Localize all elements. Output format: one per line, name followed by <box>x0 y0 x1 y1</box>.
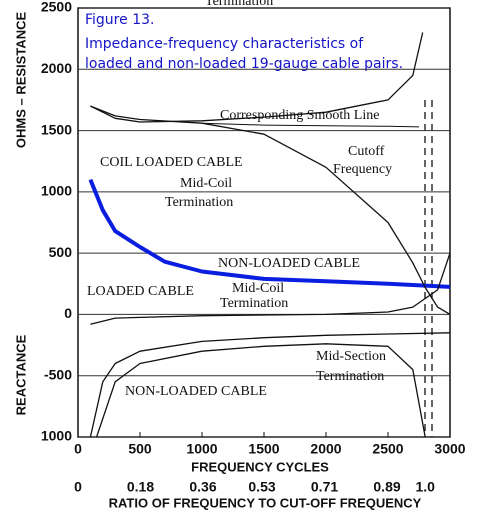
cutoff-line <box>424 100 433 437</box>
annotation: Frequency <box>333 162 392 177</box>
series-line <box>201 122 420 128</box>
curves <box>88 32 450 437</box>
series-line <box>88 178 450 289</box>
annotation: Mid-Coil <box>180 176 232 191</box>
series-line <box>90 252 450 325</box>
series-label: LOADED CABLE <box>87 284 194 299</box>
y-tick-label: -500 <box>44 366 72 382</box>
annotation: Termination <box>205 0 273 9</box>
x-tick-label: 0 <box>74 441 82 457</box>
annotation: Termination <box>165 195 233 210</box>
annotation: Termination <box>220 296 288 311</box>
y-tick-label: 500 <box>49 244 73 260</box>
series-label: NON-LOADED CABLE <box>125 384 267 399</box>
x-tick-label: 1000 <box>186 441 217 457</box>
x2-tick-label: 0.36 <box>189 479 216 495</box>
series-line <box>90 32 424 123</box>
x2-axis-label: RATIO OF FREQUENCY TO CUT-OFF FREQUENCY <box>109 495 422 510</box>
x-tick-label: 2000 <box>310 441 341 457</box>
series-line <box>89 332 450 437</box>
x-axis-label: FREQUENCY CYCLES <box>191 459 329 474</box>
annotation: Mid-Coil <box>232 281 284 296</box>
x-tick-label: 3000 <box>434 441 465 457</box>
annotation: Mid-Section <box>316 349 386 364</box>
x2-tick-label: 1.0 <box>415 479 435 495</box>
y-tick-label: 0 <box>64 305 72 321</box>
y-tick-label: 1000 <box>41 428 72 444</box>
x2-tick-label: 0 <box>74 479 82 495</box>
series-line <box>95 343 426 437</box>
figure-label: Figure 13. <box>85 12 154 28</box>
x-tick-label: 500 <box>128 441 152 457</box>
y-axis-label: OHMS – RESISTANCE <box>13 12 28 149</box>
x2-tick-label: 0.71 <box>311 479 338 495</box>
x2-tick-label: 0.53 <box>248 479 275 495</box>
series-line <box>90 105 450 315</box>
x2-tick-label: 0.18 <box>127 479 154 495</box>
y-tick-label: 1500 <box>41 121 72 137</box>
y-axis-label: REACTANCE <box>13 334 28 415</box>
title-line: loaded and non-loaded 19-gauge cable pai… <box>85 56 403 72</box>
annotation: Termination <box>316 369 384 384</box>
title-line: Impedance-frequency characteristics of <box>85 36 364 52</box>
series-label: Corresponding Smooth Line <box>220 108 379 123</box>
y-tick-label: 2500 <box>41 0 72 15</box>
annotation: Cutoff <box>348 144 385 159</box>
x2-tick-label: 0.89 <box>373 479 400 495</box>
series-label: NON-LOADED CABLE <box>218 256 360 271</box>
x-tick-label: 1500 <box>248 441 279 457</box>
series-label: COIL LOADED CABLE <box>100 155 243 170</box>
x-tick-label: 2500 <box>372 441 403 457</box>
plot-frame <box>77 7 451 438</box>
y-tick-label: 1000 <box>41 183 72 199</box>
y-tick-label: 2000 <box>41 60 72 76</box>
